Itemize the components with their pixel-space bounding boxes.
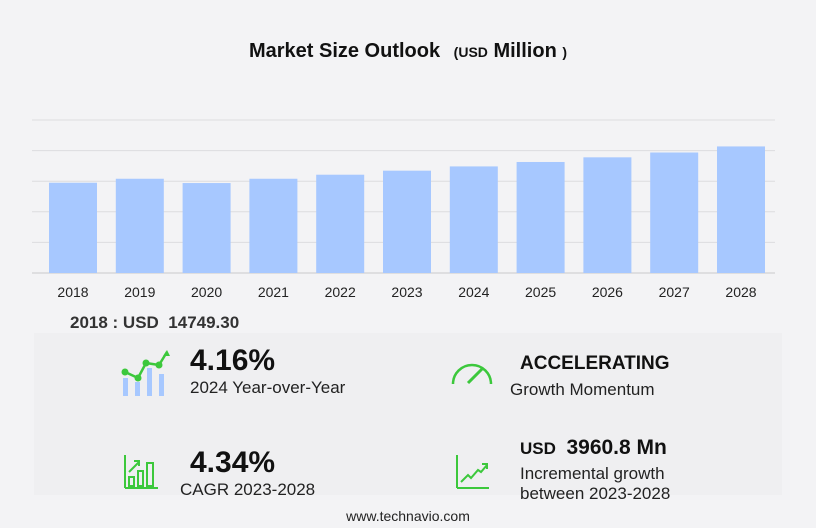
stat-cagr: 4.34% CAGR 2023-2028 (180, 446, 315, 500)
title-paren-close: ) (562, 44, 568, 60)
base-year: 2018 : USD 14749.30 (70, 313, 239, 333)
x-tick-label: 2024 (458, 284, 489, 300)
base-year-value: 14749.30 (168, 313, 240, 332)
speedometer-icon (451, 363, 493, 385)
x-tick-label: 2018 (57, 284, 88, 300)
x-tick-label: 2023 (391, 284, 422, 300)
bar-2027 (650, 152, 699, 273)
bar-2028 (717, 146, 765, 273)
bar-2018 (49, 182, 97, 273)
x-tick-label: 2021 (258, 284, 289, 300)
x-tick-label: 2027 (659, 284, 690, 300)
x-tick-label: 2022 (325, 284, 356, 300)
stats-panel (34, 333, 782, 495)
base-year-label: 2018 : USD (70, 313, 159, 332)
title-paren: ( (453, 44, 459, 60)
title-main: Market Size Outlook (248, 40, 441, 62)
yoy-value: 4.16% (190, 344, 276, 377)
incremental-prefix: USD (520, 439, 556, 458)
bar-chart-arrow-icon (124, 455, 158, 489)
bar-2026 (583, 157, 632, 273)
footer-url: www.technavio.com (346, 508, 470, 524)
title-unit: USD (458, 44, 488, 60)
momentum-label: Growth Momentum (510, 380, 655, 399)
x-tick-label: 2019 (124, 284, 155, 300)
incremental-label-1: Incremental growth (520, 464, 665, 483)
cagr-value: 4.34% (190, 446, 276, 479)
line-chart-arrow-icon (456, 455, 489, 489)
stat-yoy: 4.16% 2024 Year-over-Year (190, 344, 345, 398)
x-tick-label: 2025 (525, 284, 556, 300)
incremental-value: 3960.8 Mn (566, 436, 667, 459)
x-tick-label: 2028 (725, 284, 756, 300)
x-tick-label: 2020 (191, 284, 222, 300)
growth-chart-icon (121, 350, 170, 396)
bar-2024 (449, 166, 498, 273)
cagr-label: CAGR 2023-2028 (180, 480, 316, 499)
bar-chart: 2018 2019 2020 2021 2022 2023 2024 2025 2026 2027… (32, 119, 775, 300)
bar-2021 (249, 178, 298, 273)
bar-2023 (383, 170, 431, 273)
yoy-label: 2024 Year-over-Year (190, 378, 346, 397)
stat-incremental: USD 3960.8 Mn Incremental growth between… (520, 436, 670, 504)
bar-2025 (516, 161, 565, 273)
x-tick-label: 2026 (592, 284, 623, 300)
bar-2019 (115, 178, 164, 273)
bar-2020 (182, 183, 231, 273)
incremental-label-2: between 2023-2028 (520, 484, 671, 503)
title-unit-main: Million (493, 40, 557, 62)
momentum-value: ACCELERATING (520, 353, 670, 374)
chart-title: Market Size Outlook (USD Million ) (0, 40, 816, 63)
stat-momentum: ACCELERATING Growth Momentum (510, 353, 670, 400)
bar-2022 (316, 174, 365, 273)
